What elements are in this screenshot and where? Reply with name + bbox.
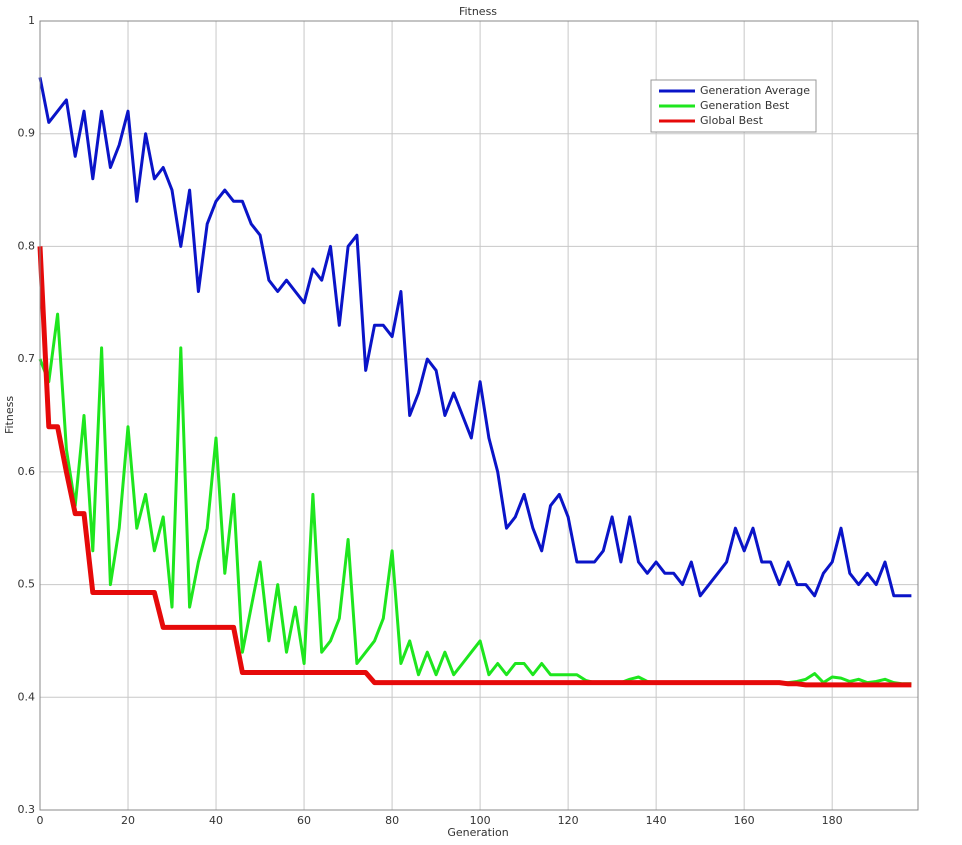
y-tick-label: 0.4 xyxy=(18,690,36,703)
x-tick-label: 180 xyxy=(822,814,843,827)
legend: Generation Average Generation Best Global … xyxy=(650,79,817,133)
y-tick-label: 0.3 xyxy=(18,803,36,816)
legend-label: Global Best xyxy=(700,114,764,127)
plot-border xyxy=(39,20,919,811)
y-tick-label: 0.8 xyxy=(18,239,36,252)
y-tick-label: 1 xyxy=(28,14,35,27)
x-axis-label: Generation xyxy=(447,826,508,839)
series-line xyxy=(37,246,912,688)
x-tick-label: 60 xyxy=(297,814,311,827)
y-axis-label: Fitness xyxy=(3,396,16,434)
x-tick-label: 140 xyxy=(646,814,667,827)
series-line xyxy=(38,77,912,598)
legend-label: Generation Average xyxy=(700,84,810,97)
x-tick-label: 40 xyxy=(209,814,223,827)
chart-title: Fitness xyxy=(459,5,497,18)
plot-area xyxy=(39,20,919,811)
x-tick-label: 20 xyxy=(121,814,135,827)
y-tick-label: 0.9 xyxy=(18,127,36,140)
y-tick-label: 0.6 xyxy=(18,465,36,478)
x-tick-label: 0 xyxy=(37,814,44,827)
x-tick-label: 120 xyxy=(558,814,579,827)
y-tick-label: 0.7 xyxy=(18,352,36,365)
y-tick-label: 0.5 xyxy=(18,578,36,591)
x-tick-label: 80 xyxy=(385,814,399,827)
legend-label: Generation Best xyxy=(700,99,790,112)
x-tick-label: 160 xyxy=(734,814,755,827)
x-tick-label: 100 xyxy=(470,814,491,827)
